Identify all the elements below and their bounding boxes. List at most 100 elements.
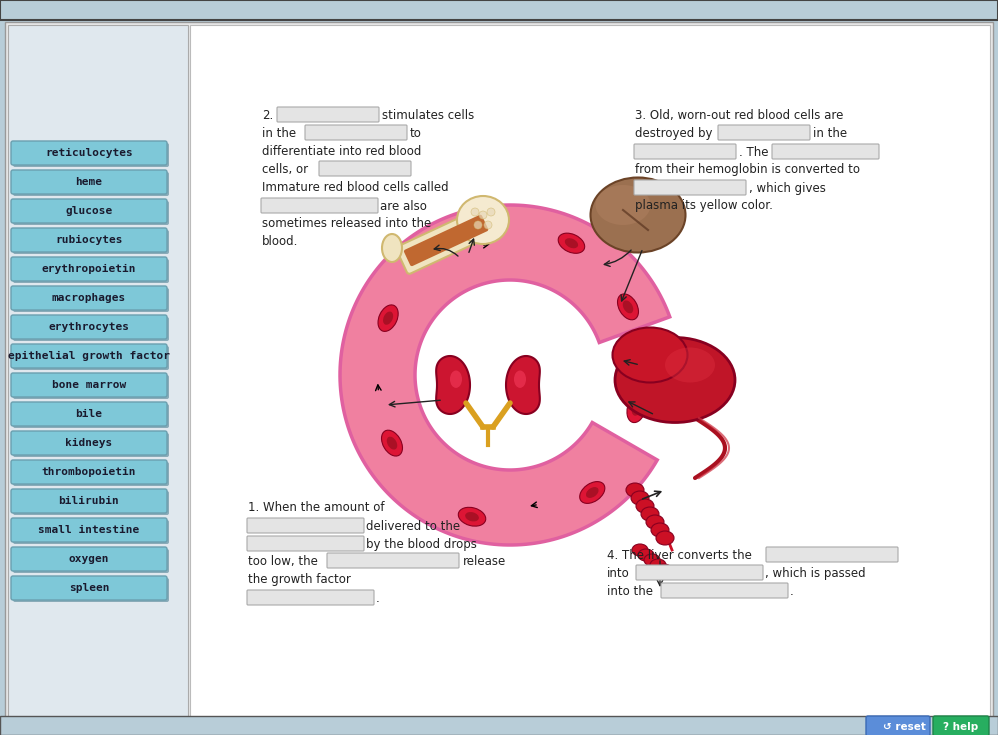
FancyBboxPatch shape: [247, 590, 374, 605]
FancyBboxPatch shape: [13, 404, 169, 428]
Ellipse shape: [651, 523, 669, 537]
FancyBboxPatch shape: [718, 125, 810, 140]
Ellipse shape: [591, 177, 686, 253]
Ellipse shape: [387, 437, 397, 450]
Text: rubiocytes: rubiocytes: [55, 235, 123, 245]
FancyBboxPatch shape: [8, 25, 188, 722]
Ellipse shape: [656, 531, 674, 545]
Ellipse shape: [631, 491, 649, 505]
Text: macrophages: macrophages: [52, 293, 126, 303]
FancyBboxPatch shape: [13, 375, 169, 399]
FancyBboxPatch shape: [396, 206, 499, 274]
FancyBboxPatch shape: [636, 565, 763, 580]
Ellipse shape: [641, 507, 659, 521]
Ellipse shape: [465, 229, 479, 238]
FancyBboxPatch shape: [11, 315, 167, 339]
FancyBboxPatch shape: [190, 25, 990, 722]
Text: , which gives: , which gives: [749, 182, 826, 195]
Text: are also: are also: [380, 200, 427, 213]
Ellipse shape: [484, 221, 492, 229]
FancyBboxPatch shape: [13, 549, 169, 573]
FancyBboxPatch shape: [634, 144, 736, 159]
FancyBboxPatch shape: [247, 536, 364, 551]
Text: release: release: [463, 555, 506, 568]
FancyBboxPatch shape: [13, 172, 169, 196]
Text: Drag the terms into position to correctly summarize the red blood cell life cycl: Drag the terms into position to correctl…: [8, 4, 572, 18]
Ellipse shape: [474, 221, 482, 229]
FancyBboxPatch shape: [13, 491, 169, 515]
Text: ↺ reset: ↺ reset: [883, 722, 926, 732]
FancyBboxPatch shape: [13, 520, 169, 544]
FancyBboxPatch shape: [11, 576, 167, 600]
FancyBboxPatch shape: [11, 460, 167, 484]
FancyBboxPatch shape: [772, 144, 879, 159]
Text: glucose: glucose: [66, 206, 113, 216]
Text: oxygen: oxygen: [69, 554, 109, 564]
Text: bile: bile: [76, 409, 103, 419]
Text: cells, or: cells, or: [262, 163, 308, 176]
Ellipse shape: [665, 348, 715, 382]
FancyBboxPatch shape: [261, 198, 378, 213]
FancyBboxPatch shape: [11, 170, 167, 194]
Text: erythropoietin: erythropoietin: [42, 264, 137, 274]
Ellipse shape: [458, 507, 486, 526]
Ellipse shape: [450, 370, 462, 388]
Ellipse shape: [627, 395, 646, 423]
FancyBboxPatch shape: [661, 583, 788, 598]
FancyBboxPatch shape: [327, 553, 459, 568]
Ellipse shape: [558, 233, 585, 254]
Ellipse shape: [636, 499, 654, 513]
Ellipse shape: [514, 370, 526, 388]
Ellipse shape: [638, 549, 654, 561]
FancyBboxPatch shape: [0, 716, 998, 735]
Ellipse shape: [623, 301, 634, 313]
FancyBboxPatch shape: [0, 0, 998, 20]
Text: too low, the: too low, the: [248, 555, 318, 568]
Text: plasma its yellow color.: plasma its yellow color.: [635, 199, 772, 212]
Text: from their hemoglobin is converted to: from their hemoglobin is converted to: [635, 163, 860, 176]
Ellipse shape: [465, 512, 479, 521]
FancyBboxPatch shape: [11, 257, 167, 281]
Text: erythrocytes: erythrocytes: [49, 322, 130, 332]
Ellipse shape: [650, 559, 666, 571]
Ellipse shape: [586, 487, 599, 498]
Ellipse shape: [382, 234, 402, 262]
FancyBboxPatch shape: [13, 346, 169, 370]
Text: 3. Old, worn-out red blood cells are: 3. Old, worn-out red blood cells are: [635, 109, 843, 122]
Text: into: into: [607, 567, 630, 580]
Text: Immature red blood cells called: Immature red blood cells called: [262, 181, 449, 194]
Text: differentiate into red blood: differentiate into red blood: [262, 145, 421, 158]
Text: small intestine: small intestine: [38, 525, 140, 535]
FancyBboxPatch shape: [13, 288, 169, 312]
Text: to: to: [410, 127, 422, 140]
Ellipse shape: [580, 481, 605, 503]
FancyBboxPatch shape: [11, 547, 167, 571]
Text: bilirubin: bilirubin: [59, 496, 120, 506]
FancyBboxPatch shape: [11, 228, 167, 252]
FancyBboxPatch shape: [305, 125, 407, 140]
Ellipse shape: [626, 483, 644, 497]
Text: sometimes released into the: sometimes released into the: [262, 217, 431, 230]
Polygon shape: [506, 356, 540, 414]
Ellipse shape: [381, 430, 402, 456]
Polygon shape: [436, 356, 470, 414]
FancyBboxPatch shape: [277, 107, 379, 122]
FancyBboxPatch shape: [13, 433, 169, 457]
Text: in the: in the: [813, 127, 847, 140]
Text: 2.: 2.: [262, 109, 273, 122]
Ellipse shape: [656, 564, 672, 576]
Ellipse shape: [457, 196, 509, 244]
Ellipse shape: [596, 185, 651, 225]
Text: 4. The liver converts the: 4. The liver converts the: [607, 549, 751, 562]
Text: thrombopoietin: thrombopoietin: [42, 467, 137, 477]
Text: kidneys: kidneys: [66, 438, 113, 448]
FancyBboxPatch shape: [13, 230, 169, 254]
Text: spleen: spleen: [69, 583, 109, 593]
Ellipse shape: [471, 208, 479, 216]
Ellipse shape: [615, 337, 735, 423]
FancyBboxPatch shape: [13, 201, 169, 225]
Text: bone marrow: bone marrow: [52, 380, 126, 390]
FancyBboxPatch shape: [11, 402, 167, 426]
FancyBboxPatch shape: [11, 518, 167, 542]
Text: .: .: [790, 585, 793, 598]
